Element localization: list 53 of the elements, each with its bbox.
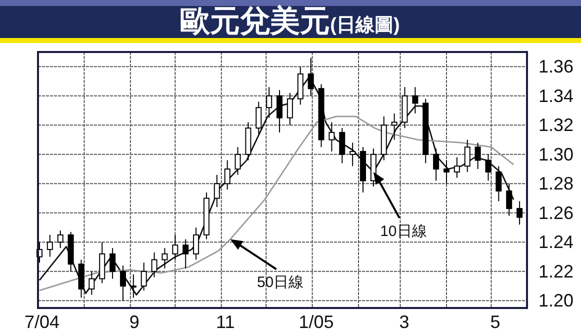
candlestick [172,234,178,260]
candlestick [496,166,502,202]
x-tick-label: 3 [399,312,410,332]
candlestick [454,156,460,178]
candlestick [276,90,283,133]
x-tick-label: 11 [216,312,235,332]
candlestick [339,128,346,164]
title: 歐元兌美元 [180,5,330,38]
candlestick [286,92,293,126]
candlestick [224,160,230,190]
candlestick [433,148,440,182]
y-tick-label: 1.32 [538,115,574,136]
candlestick [57,230,64,249]
candlestick [485,154,492,182]
y-tick-label: 1.22 [538,261,574,282]
candlestick [110,248,116,280]
candlestick [120,265,126,302]
candlestick [412,86,418,114]
candlestick [256,101,262,134]
candlestick [234,146,241,176]
candlestick [328,122,335,152]
candlestick [130,274,136,298]
candlestick [214,174,220,208]
candlestick [391,112,398,140]
y-tick-label: 1.36 [538,56,574,77]
subtitle: (日線圖) [330,15,400,36]
x-tick-label: 7/04 [24,312,60,332]
candlestick [474,142,481,170]
candlestick [88,270,95,296]
x-tick-label: 1/05 [298,312,334,332]
y-tick-label: 1.24 [538,232,574,252]
candlestick [46,234,53,258]
candlestick [516,200,523,226]
candlestick [506,183,512,216]
x-tick-label: 5 [490,312,500,332]
candlestick [151,252,158,278]
candlestick [182,238,189,270]
y-tick-label: 1.28 [538,174,574,194]
y-tick-label: 1.30 [538,144,574,164]
y-tick-label: 1.20 [538,290,574,311]
annotation: 50日線 [256,274,304,292]
candlestick [266,86,272,118]
candlestick [162,248,168,270]
candlestick [464,139,470,172]
candlestick [140,262,147,291]
y-tick-label: 1.26 [538,202,574,223]
candlestick [443,160,450,184]
candlestick [350,142,356,167]
annotation: 10日線 [380,222,427,240]
x-tick-label: 9 [129,312,140,332]
candlestick [193,227,200,260]
y-tick-label: 1.34 [538,86,574,106]
candlestick [308,57,314,96]
